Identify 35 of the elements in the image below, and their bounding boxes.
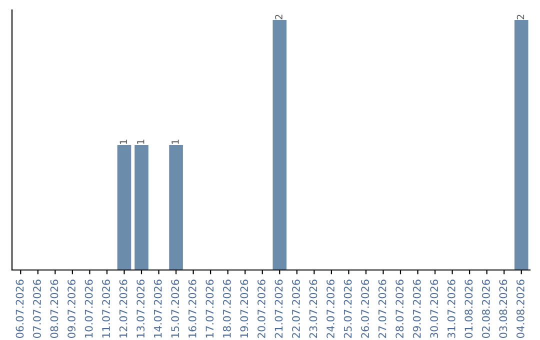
data-label: 1	[120, 140, 127, 144]
x-tick-label: 22.07.2026	[292, 280, 300, 338]
x-tick-label: 02.08.2026	[482, 280, 490, 338]
x-tick-label: 01.08.2026	[464, 280, 473, 338]
x-tick-label: 28.07.2026	[396, 280, 404, 338]
x-tick-label: 29.07.2026	[412, 280, 421, 338]
x-tick-label: 24.07.2026	[326, 280, 334, 338]
x-tick-label: 11.07.2026	[102, 280, 110, 338]
x-tick-label: 04.08.2026	[516, 280, 524, 338]
x-tick-label: 16.07.2026	[188, 280, 196, 338]
x-tick-label: 09.07.2026	[68, 280, 76, 338]
x-tick-label: 12.07.2026	[119, 280, 128, 338]
x-tick-label: 30.07.2026	[430, 280, 438, 338]
x-tick-label: 17.07.2026	[206, 280, 214, 338]
data-label: 1	[137, 140, 144, 144]
x-tick-label: 23.07.2026	[309, 280, 318, 338]
x-tick-label: 07.07.2026	[33, 280, 41, 338]
x-tick-label: 10.07.2026	[84, 280, 93, 338]
x-tick-label: 08.07.2026	[50, 280, 58, 338]
data-label: 1	[172, 140, 179, 144]
x-tick-label: 25.07.2026	[344, 280, 352, 338]
x-tick-label: 03.08.2026	[499, 280, 508, 338]
x-tick-label: 15.07.2026	[171, 280, 180, 338]
x-tick-label: 19.07.2026	[240, 280, 248, 338]
x-tick-label: 06.07.2026	[16, 280, 24, 338]
x-tick-label: 21.07.2026	[274, 280, 283, 338]
x-tick-label: 27.07.2026	[378, 280, 386, 338]
data-label: 2	[275, 14, 282, 20]
x-tick-label: 20.07.2026	[258, 280, 266, 338]
x-tick-label: 31.07.2026	[447, 280, 456, 338]
x-tick-label: 26.07.2026	[361, 280, 369, 338]
data-label: 2	[516, 14, 524, 20]
x-tick-label: 13.07.2026	[136, 280, 145, 338]
x-tick-label: 18.07.2026	[222, 280, 231, 338]
x-tick-label: 14.07.2026	[154, 280, 162, 338]
